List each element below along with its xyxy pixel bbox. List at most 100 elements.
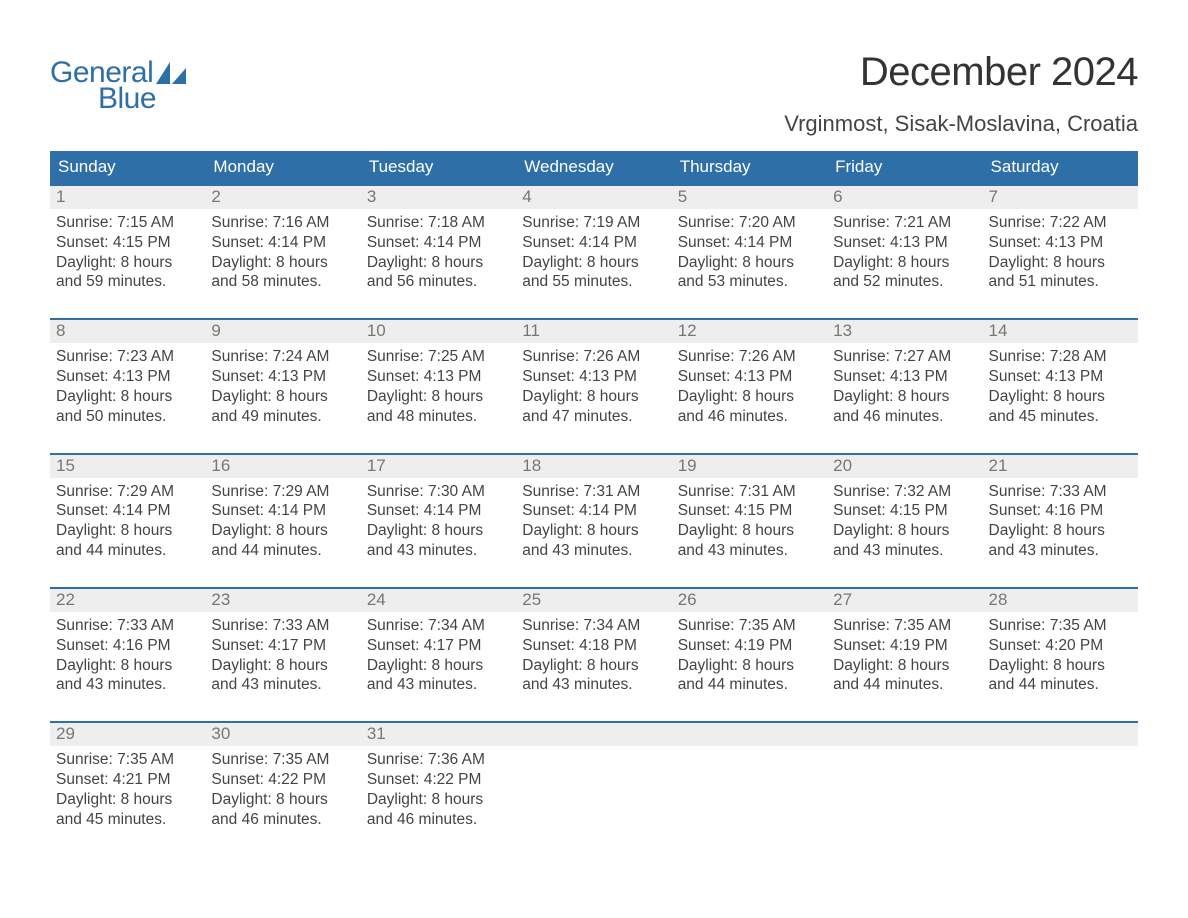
day-details: Sunrise: 7:29 AMSunset: 4:14 PMDaylight:… — [205, 478, 360, 561]
daylight-line2: and 43 minutes. — [367, 541, 510, 561]
sunrise-text: Sunrise: 7:33 AM — [211, 616, 354, 636]
sunset-text: Sunset: 4:14 PM — [678, 233, 821, 253]
sunset-text: Sunset: 4:17 PM — [211, 636, 354, 656]
day-cell: 30Sunrise: 7:35 AMSunset: 4:22 PMDayligh… — [205, 723, 360, 829]
daylight-line2: and 46 minutes. — [211, 810, 354, 830]
brand-logo: General Blue — [50, 50, 186, 114]
day-details: Sunrise: 7:28 AMSunset: 4:13 PMDaylight:… — [983, 343, 1138, 426]
day-number — [983, 723, 1138, 746]
day-number: 8 — [50, 320, 205, 343]
day-cell: 16Sunrise: 7:29 AMSunset: 4:14 PMDayligh… — [205, 455, 360, 561]
sunrise-text: Sunrise: 7:31 AM — [522, 482, 665, 502]
day-cell: 22Sunrise: 7:33 AMSunset: 4:16 PMDayligh… — [50, 589, 205, 695]
sunset-text: Sunset: 4:13 PM — [56, 367, 199, 387]
daylight-line1: Daylight: 8 hours — [678, 253, 821, 273]
day-details: Sunrise: 7:34 AMSunset: 4:18 PMDaylight:… — [516, 612, 671, 695]
day-number: 14 — [983, 320, 1138, 343]
sunset-text: Sunset: 4:19 PM — [678, 636, 821, 656]
day-details: Sunrise: 7:35 AMSunset: 4:19 PMDaylight:… — [672, 612, 827, 695]
daylight-line2: and 46 minutes. — [367, 810, 510, 830]
daylight-line2: and 43 minutes. — [56, 675, 199, 695]
day-number: 20 — [827, 455, 982, 478]
daylight-line1: Daylight: 8 hours — [367, 790, 510, 810]
daylight-line1: Daylight: 8 hours — [522, 253, 665, 273]
daylight-line2: and 43 minutes. — [522, 541, 665, 561]
daylight-line1: Daylight: 8 hours — [522, 387, 665, 407]
daylight-line2: and 51 minutes. — [989, 272, 1132, 292]
day-number: 19 — [672, 455, 827, 478]
daylight-line2: and 47 minutes. — [522, 407, 665, 427]
week-row: 15Sunrise: 7:29 AMSunset: 4:14 PMDayligh… — [50, 453, 1138, 561]
daylight-line1: Daylight: 8 hours — [989, 253, 1132, 273]
sunset-text: Sunset: 4:13 PM — [989, 233, 1132, 253]
day-number: 24 — [361, 589, 516, 612]
sunrise-text: Sunrise: 7:34 AM — [522, 616, 665, 636]
daylight-line1: Daylight: 8 hours — [367, 521, 510, 541]
day-details: Sunrise: 7:21 AMSunset: 4:13 PMDaylight:… — [827, 209, 982, 292]
day-cell: 7Sunrise: 7:22 AMSunset: 4:13 PMDaylight… — [983, 186, 1138, 292]
day-details: Sunrise: 7:34 AMSunset: 4:17 PMDaylight:… — [361, 612, 516, 695]
week-row: 8Sunrise: 7:23 AMSunset: 4:13 PMDaylight… — [50, 318, 1138, 426]
day-details: Sunrise: 7:36 AMSunset: 4:22 PMDaylight:… — [361, 746, 516, 829]
day-details: Sunrise: 7:31 AMSunset: 4:15 PMDaylight:… — [672, 478, 827, 561]
day-header: Sunday — [50, 151, 205, 184]
sunset-text: Sunset: 4:13 PM — [989, 367, 1132, 387]
sunset-text: Sunset: 4:15 PM — [678, 501, 821, 521]
day-number: 9 — [205, 320, 360, 343]
day-details: Sunrise: 7:26 AMSunset: 4:13 PMDaylight:… — [672, 343, 827, 426]
day-number: 2 — [205, 186, 360, 209]
daylight-line1: Daylight: 8 hours — [367, 387, 510, 407]
day-details: Sunrise: 7:31 AMSunset: 4:14 PMDaylight:… — [516, 478, 671, 561]
day-cell: 27Sunrise: 7:35 AMSunset: 4:19 PMDayligh… — [827, 589, 982, 695]
daylight-line1: Daylight: 8 hours — [211, 253, 354, 273]
day-cell — [516, 723, 671, 829]
day-number: 26 — [672, 589, 827, 612]
day-header-row: Sunday Monday Tuesday Wednesday Thursday… — [50, 151, 1138, 184]
sunset-text: Sunset: 4:13 PM — [833, 233, 976, 253]
sunset-text: Sunset: 4:15 PM — [833, 501, 976, 521]
day-cell: 23Sunrise: 7:33 AMSunset: 4:17 PMDayligh… — [205, 589, 360, 695]
day-details: Sunrise: 7:22 AMSunset: 4:13 PMDaylight:… — [983, 209, 1138, 292]
sunrise-text: Sunrise: 7:20 AM — [678, 213, 821, 233]
daylight-line2: and 55 minutes. — [522, 272, 665, 292]
day-details: Sunrise: 7:35 AMSunset: 4:19 PMDaylight:… — [827, 612, 982, 695]
daylight-line2: and 58 minutes. — [211, 272, 354, 292]
daylight-line2: and 44 minutes. — [989, 675, 1132, 695]
day-number: 12 — [672, 320, 827, 343]
daylight-line2: and 56 minutes. — [367, 272, 510, 292]
daylight-line1: Daylight: 8 hours — [833, 521, 976, 541]
sunrise-text: Sunrise: 7:36 AM — [367, 750, 510, 770]
day-details: Sunrise: 7:29 AMSunset: 4:14 PMDaylight:… — [50, 478, 205, 561]
sunrise-text: Sunrise: 7:35 AM — [989, 616, 1132, 636]
day-number: 25 — [516, 589, 671, 612]
location-text: Vrginmost, Sisak-Moslavina, Croatia — [784, 111, 1138, 137]
sunset-text: Sunset: 4:16 PM — [989, 501, 1132, 521]
day-details: Sunrise: 7:16 AMSunset: 4:14 PMDaylight:… — [205, 209, 360, 292]
day-number: 6 — [827, 186, 982, 209]
title-block: December 2024 Vrginmost, Sisak-Moslavina… — [784, 50, 1138, 151]
daylight-line2: and 46 minutes. — [678, 407, 821, 427]
sunset-text: Sunset: 4:22 PM — [367, 770, 510, 790]
day-number: 11 — [516, 320, 671, 343]
daylight-line2: and 52 minutes. — [833, 272, 976, 292]
day-details: Sunrise: 7:35 AMSunset: 4:22 PMDaylight:… — [205, 746, 360, 829]
day-details: Sunrise: 7:30 AMSunset: 4:14 PMDaylight:… — [361, 478, 516, 561]
daylight-line1: Daylight: 8 hours — [678, 656, 821, 676]
day-cell: 28Sunrise: 7:35 AMSunset: 4:20 PMDayligh… — [983, 589, 1138, 695]
day-details: Sunrise: 7:18 AMSunset: 4:14 PMDaylight:… — [361, 209, 516, 292]
sunset-text: Sunset: 4:20 PM — [989, 636, 1132, 656]
week-row: 1Sunrise: 7:15 AMSunset: 4:15 PMDaylight… — [50, 184, 1138, 292]
sunset-text: Sunset: 4:13 PM — [678, 367, 821, 387]
day-cell: 20 Sunrise: 7:32 AMSunset: 4:15 PMDayligh… — [827, 455, 982, 561]
day-cell: 12Sunrise: 7:26 AMSunset: 4:13 PMDayligh… — [672, 320, 827, 426]
daylight-line1: Daylight: 8 hours — [678, 387, 821, 407]
sunrise-text: Sunrise: 7:18 AM — [367, 213, 510, 233]
day-header: Monday — [205, 151, 360, 184]
day-number — [516, 723, 671, 746]
day-cell: 25Sunrise: 7:34 AMSunset: 4:18 PMDayligh… — [516, 589, 671, 695]
day-details: Sunrise: 7:20 AMSunset: 4:14 PMDaylight:… — [672, 209, 827, 292]
daylight-line1: Daylight: 8 hours — [678, 521, 821, 541]
sunset-text: Sunset: 4:13 PM — [522, 367, 665, 387]
sunrise-text: Sunrise: 7:32 AM — [833, 482, 976, 502]
daylight-line1: Daylight: 8 hours — [833, 656, 976, 676]
